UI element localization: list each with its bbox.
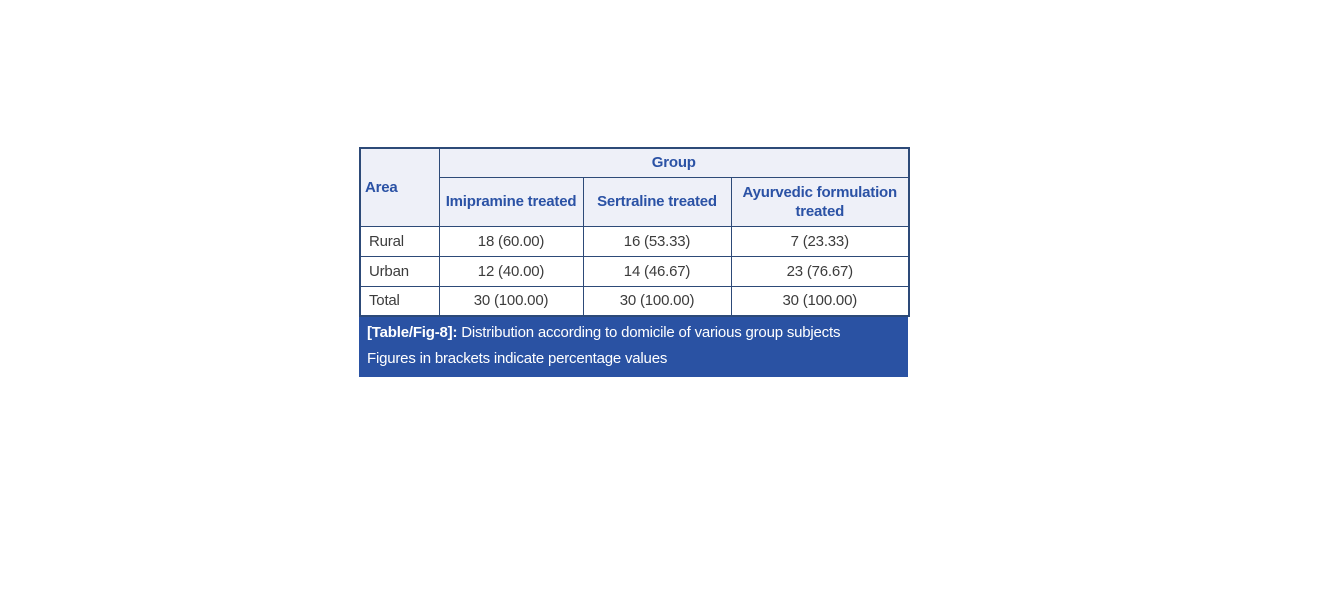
cell-rural-imipramine: 18 (60.00) [438, 225, 584, 257]
caption-title-line: [Table/Fig-8]: Distribution according to… [367, 320, 898, 346]
cell-urban-ayurvedic: 23 (76.67) [730, 255, 910, 287]
header-group: Group [438, 147, 910, 178]
table-figure: Area Group Imipramine treated Sertraline… [359, 147, 911, 377]
cell-total-imipramine: 30 (100.00) [438, 285, 584, 317]
figure-caption: [Table/Fig-8]: Distribution according to… [359, 317, 908, 377]
cell-rural-sertraline: 16 (53.33) [582, 225, 732, 257]
header-ayurvedic-formulation-treated: Ayurvedic formulation treated [730, 176, 910, 227]
row-label-total: Total [359, 285, 440, 317]
column-header-row: Imipramine treated Sertraline treated Ay… [360, 176, 910, 227]
cell-total-ayurvedic: 30 (100.00) [730, 285, 910, 317]
row-label-urban: Urban [359, 255, 440, 287]
cell-rural-ayurvedic: 7 (23.33) [730, 225, 910, 257]
cell-total-sertraline: 30 (100.00) [582, 285, 732, 317]
cell-urban-sertraline: 14 (46.67) [582, 255, 732, 287]
table-row-urban: Urban 12 (40.00) 14 (46.67) 23 (76.67) [359, 255, 910, 287]
caption-note: Figures in brackets indicate percentage … [367, 350, 668, 367]
table-row-rural: Rural 18 (60.00) 16 (53.33) 7 (23.33) [359, 225, 910, 257]
header-area: Area [359, 147, 440, 227]
caption-label: [Table/Fig-8]: [367, 324, 458, 341]
cell-urban-imipramine: 12 (40.00) [438, 255, 584, 287]
table-row-total: Total 30 (100.00) 30 (100.00) 30 (100.00… [359, 285, 910, 317]
group-header-row: Area Group [359, 147, 910, 227]
caption-text: Distribution according to domicile of va… [461, 324, 841, 341]
header-sertraline-treated: Sertraline treated [582, 176, 732, 227]
distribution-table: Area Group Imipramine treated Sertraline… [359, 147, 911, 317]
header-imipramine-treated: Imipramine treated [438, 176, 584, 227]
row-label-rural: Rural [359, 225, 440, 257]
